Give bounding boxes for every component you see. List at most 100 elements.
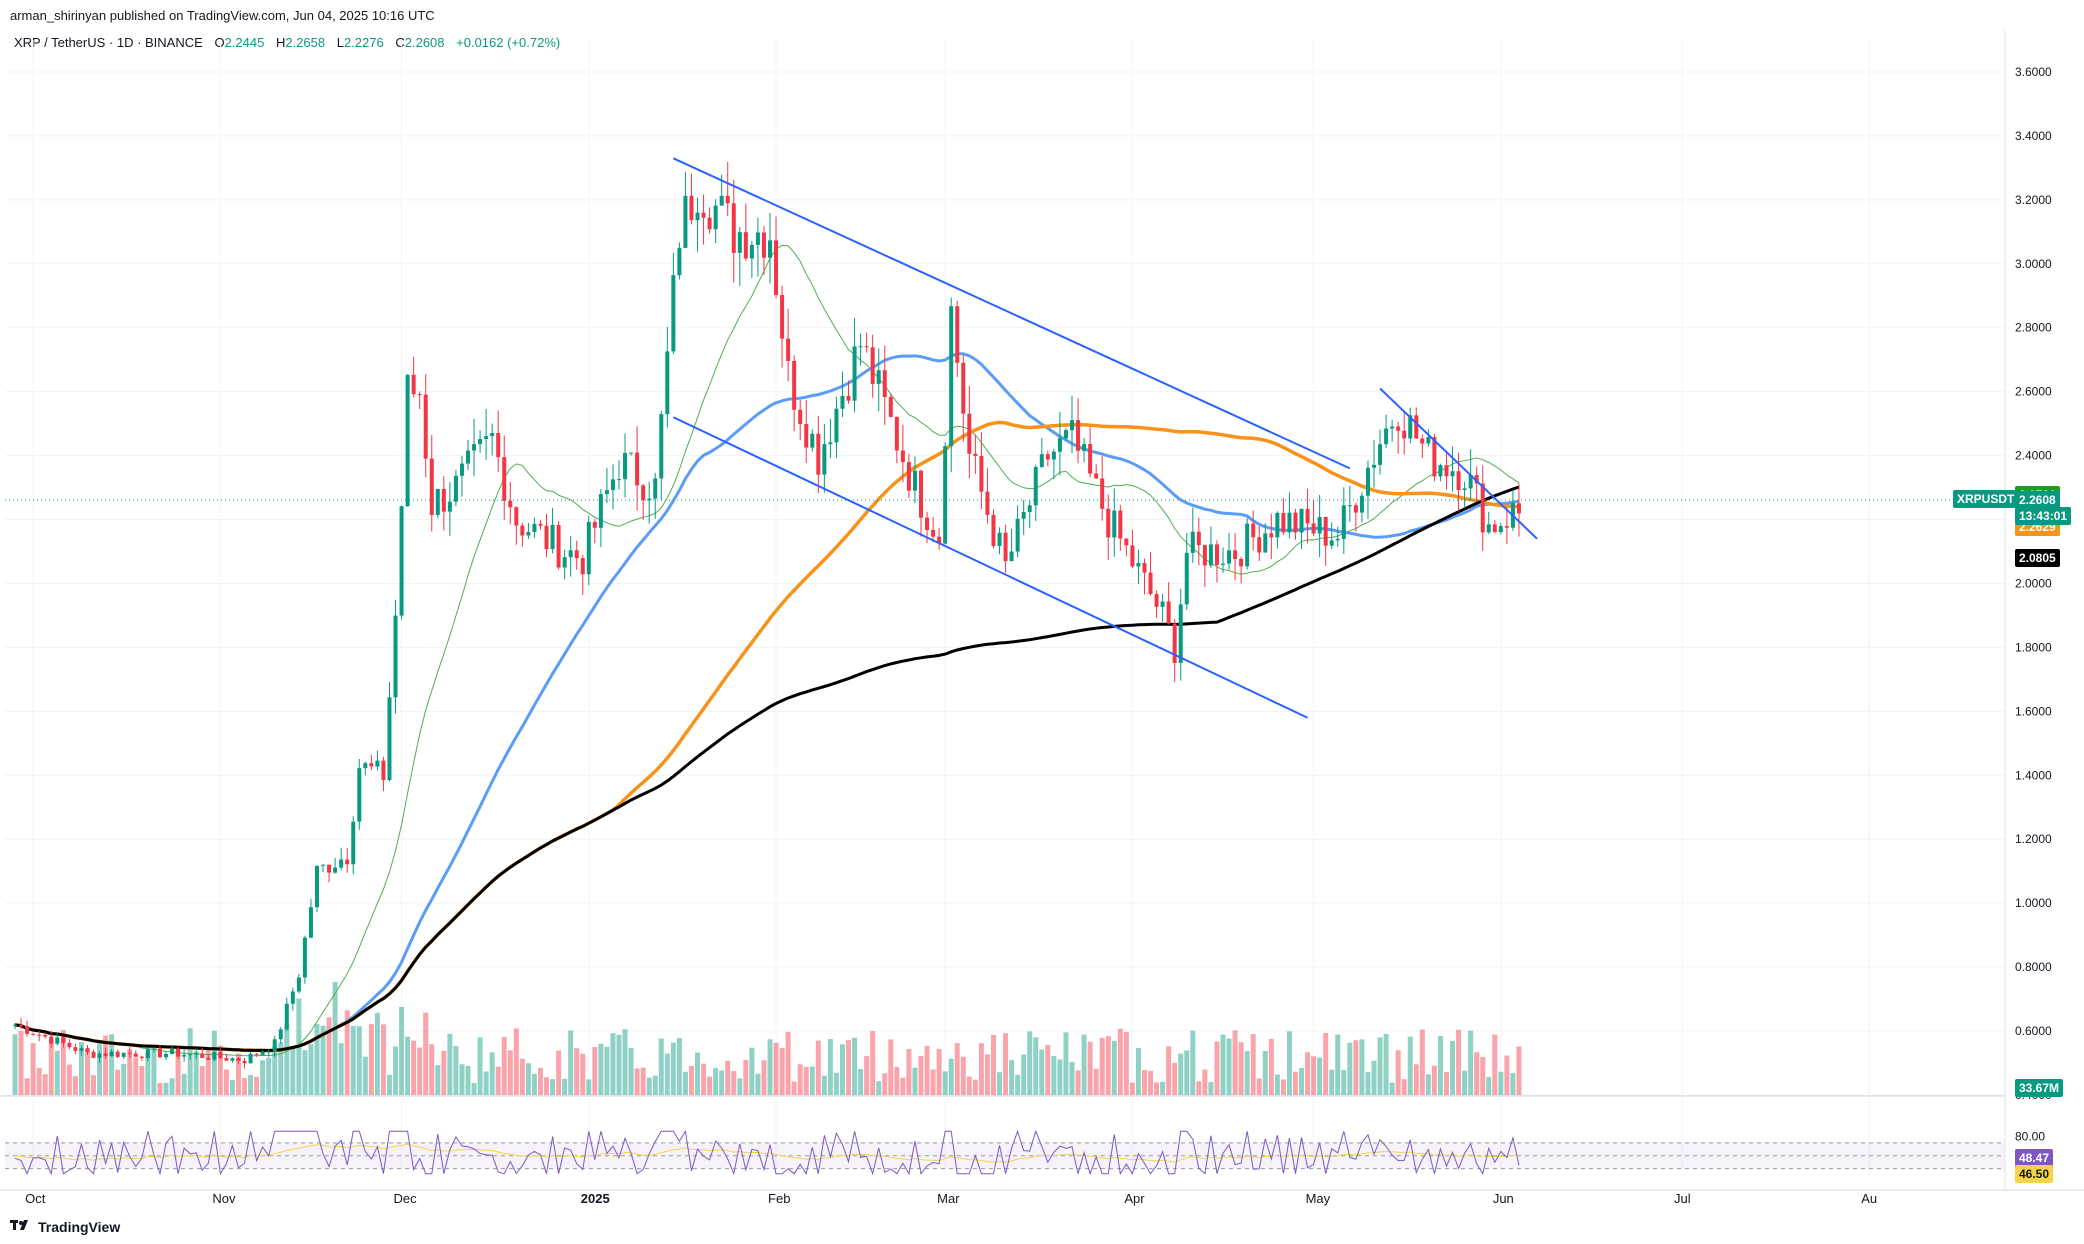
candle-body — [502, 457, 507, 501]
candle-body — [1257, 537, 1262, 553]
volume-bar — [1148, 1070, 1154, 1095]
y-tick-label: 1.2000 — [2015, 832, 2052, 846]
candle-body — [731, 203, 736, 253]
volume-bar — [109, 1034, 115, 1095]
candle-body — [115, 1051, 120, 1057]
candle-body — [1245, 523, 1250, 567]
candle-body — [1474, 475, 1479, 484]
candle-body — [598, 494, 603, 528]
candle-body — [411, 374, 416, 395]
candle-body — [1045, 454, 1050, 460]
candle-body — [242, 1060, 247, 1064]
candle-body — [1384, 428, 1389, 445]
candle-body — [719, 195, 724, 206]
volume-bar — [18, 1030, 24, 1095]
volume-bar — [1456, 1029, 1462, 1095]
candle-body — [1263, 533, 1268, 553]
volume-bar — [1462, 1070, 1468, 1095]
candle-body — [302, 937, 307, 978]
candle-body — [1299, 508, 1304, 533]
tv-logo-icon — [10, 1218, 32, 1235]
volume-bar — [1172, 1062, 1178, 1095]
candle-body — [49, 1036, 54, 1044]
candle-body — [550, 524, 555, 550]
candle-body — [1082, 444, 1087, 451]
volume-bar — [308, 1044, 314, 1095]
volume-bar — [930, 1069, 936, 1095]
low-label: L — [336, 35, 344, 50]
candle-body — [592, 521, 597, 528]
candle-body — [278, 1029, 283, 1040]
volume-bar — [556, 1050, 562, 1095]
volume-bar — [664, 1053, 670, 1095]
trendline-upper — [672, 157, 1351, 470]
candle-body — [1208, 544, 1213, 566]
candle-body — [1070, 420, 1074, 431]
candle-body — [1154, 594, 1159, 607]
volume-bar — [701, 1063, 707, 1095]
volume-bar — [574, 1048, 580, 1095]
ma-50-line — [14, 352, 1520, 1053]
volume-bar — [1208, 1082, 1214, 1095]
candle-body — [260, 1051, 265, 1055]
volume-bar — [544, 1077, 550, 1095]
symbol-pair[interactable]: XRP / TetherUS · 1D · BINANCE — [14, 35, 203, 50]
candle-body — [1353, 505, 1358, 513]
candle-body — [315, 865, 319, 908]
y-tick-label: 3.2000 — [2015, 193, 2052, 207]
high-value: 2.2658 — [285, 35, 326, 50]
volume-bar — [314, 1023, 320, 1095]
volume-bar — [1335, 1034, 1341, 1095]
volume-bar — [1486, 1076, 1492, 1095]
volume-bar — [990, 1034, 996, 1095]
volume-bar — [652, 1075, 658, 1095]
trendlines[interactable] — [672, 157, 1538, 719]
volume-bar — [1317, 1057, 1323, 1095]
volume-bar — [483, 1071, 489, 1095]
volume-bar — [658, 1038, 664, 1095]
volume-bar — [912, 1067, 918, 1095]
candle-body — [466, 450, 470, 464]
volume-bar — [344, 1010, 350, 1095]
volume-bars — [12, 981, 1522, 1095]
candle-body — [345, 859, 350, 865]
volume-bar — [453, 1045, 459, 1095]
volume-bar — [386, 1074, 392, 1095]
candle-body — [979, 456, 984, 492]
candle-body — [888, 397, 893, 417]
candle-body — [1498, 526, 1503, 533]
change-value: +0.0162 (+0.72%) — [456, 35, 561, 50]
volume-bar — [900, 1077, 906, 1095]
volume-bar — [72, 1076, 78, 1095]
candle-body — [1444, 465, 1449, 477]
candle-body — [43, 1034, 48, 1037]
candle-body — [91, 1051, 96, 1058]
candle-body — [103, 1053, 108, 1057]
candle-body — [1202, 545, 1207, 566]
candle-body — [580, 558, 585, 575]
volume-bar — [1135, 1048, 1141, 1095]
volume-bar — [290, 1047, 296, 1095]
candle-body — [381, 760, 386, 781]
candle-body — [200, 1053, 205, 1058]
volume-bar — [211, 1030, 217, 1095]
volume-bar — [1377, 1037, 1383, 1095]
grid-lines — [5, 40, 2005, 1178]
candle-body — [1227, 550, 1232, 564]
tradingview-logo[interactable]: TradingView — [10, 1218, 120, 1235]
candle-body — [1057, 438, 1062, 452]
volume-bar — [368, 1024, 374, 1095]
high-label: H — [275, 35, 286, 50]
volume-bar — [513, 1028, 519, 1095]
volume-bar — [767, 1039, 773, 1095]
candle-body — [689, 195, 694, 221]
last-price-tag: XRPUSDT — [1953, 490, 2019, 509]
candle-body — [1504, 526, 1509, 528]
candle-body — [858, 346, 863, 348]
candle-body — [176, 1048, 181, 1057]
ma-20-line — [14, 244, 1520, 1057]
volume-bar — [1341, 1069, 1347, 1095]
volume-bar — [1232, 1030, 1238, 1095]
volume-bar — [743, 1059, 749, 1095]
